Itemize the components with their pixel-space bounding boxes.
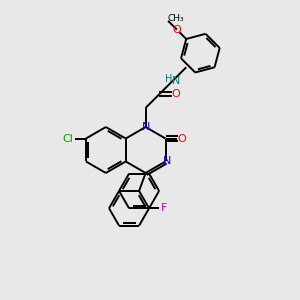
Text: O: O — [172, 25, 181, 34]
Text: N: N — [141, 122, 150, 132]
Text: CH₃: CH₃ — [168, 14, 184, 23]
Text: F: F — [160, 203, 167, 213]
Text: H: H — [165, 74, 172, 84]
Text: N: N — [172, 76, 180, 86]
Text: N: N — [163, 157, 171, 166]
Text: O: O — [171, 89, 180, 99]
Text: O: O — [177, 134, 186, 143]
Text: Cl: Cl — [63, 134, 74, 143]
